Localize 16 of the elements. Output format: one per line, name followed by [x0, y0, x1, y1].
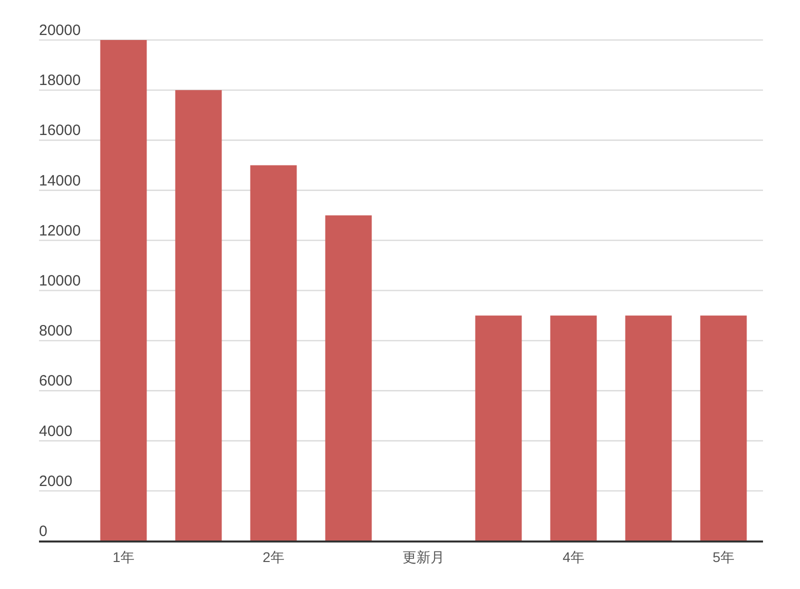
x-tick-label: 2年	[262, 549, 284, 565]
y-tick-label: 0	[39, 523, 48, 540]
y-tick-label: 2000	[39, 472, 72, 490]
x-tick-label: 4年	[562, 549, 584, 565]
y-tick-label: 18000	[39, 72, 81, 90]
y-tick-label: 8000	[39, 322, 72, 340]
y-tick-label: 14000	[39, 172, 81, 190]
x-tick-label: 5年	[712, 549, 734, 565]
y-tick-label: 6000	[39, 372, 72, 390]
x-tick-label: 1年	[112, 549, 134, 565]
x-tick-label: 更新月	[402, 549, 444, 565]
y-tick-label: 20000	[39, 22, 81, 39]
y-tick-label: 4000	[39, 422, 72, 440]
y-tick-label: 16000	[39, 122, 81, 140]
y-tick-label: 12000	[39, 222, 81, 240]
y-tick-label: 10000	[39, 272, 81, 290]
